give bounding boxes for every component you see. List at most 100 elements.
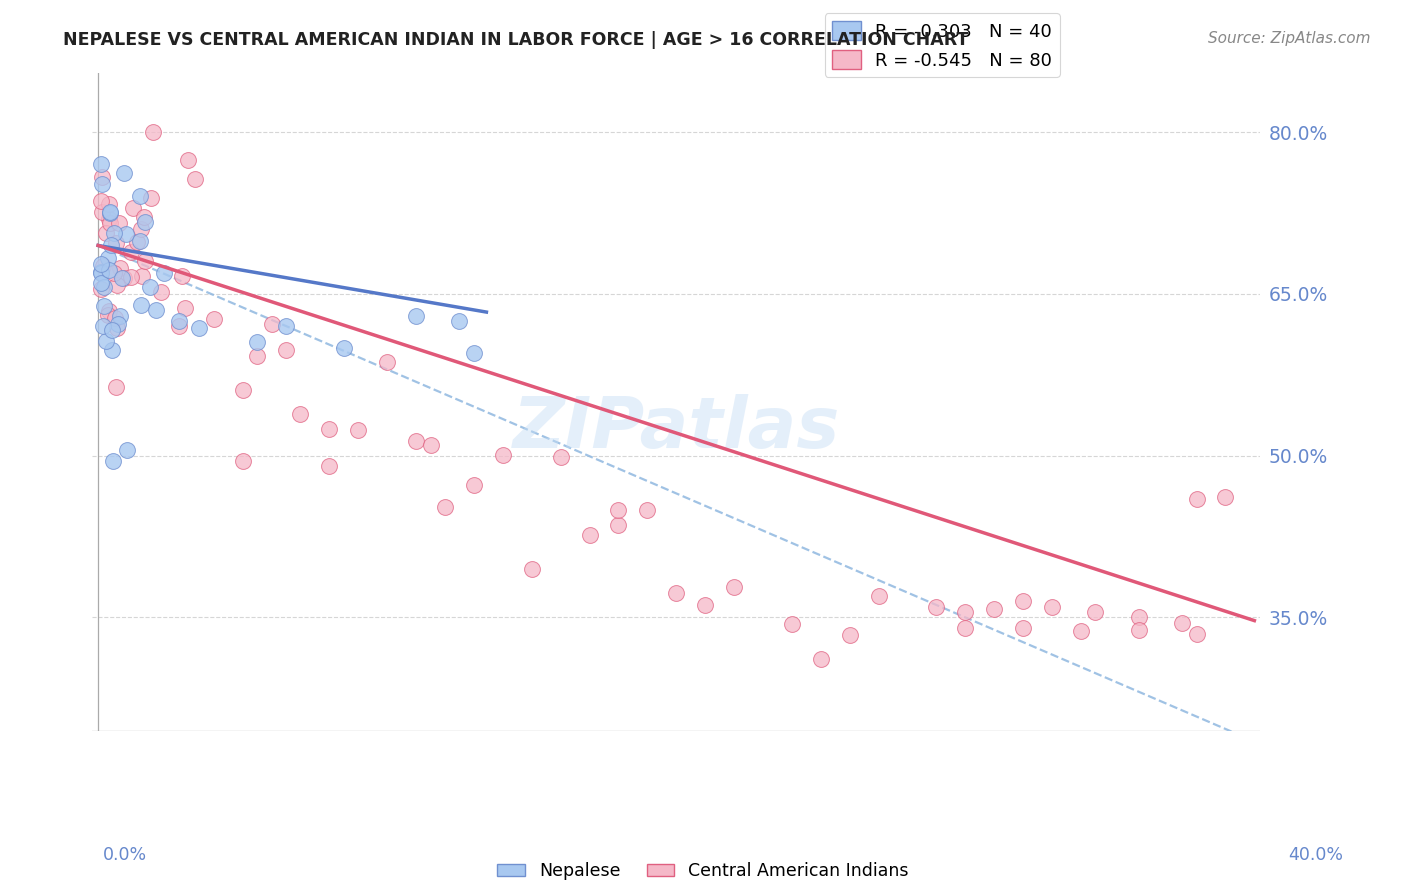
Point	[128, 189, 150, 203]
Point	[202, 311, 225, 326]
Point	[141, 191, 163, 205]
Point	[100, 343, 122, 357]
Point	[1128, 610, 1150, 624]
Point	[1128, 624, 1150, 638]
Point	[91, 177, 114, 191]
Point	[98, 205, 121, 219]
Point	[1171, 615, 1194, 630]
Point	[780, 617, 803, 632]
Point	[723, 580, 745, 594]
Point	[520, 562, 543, 576]
Point	[1070, 624, 1092, 639]
Point	[838, 628, 860, 642]
Point	[91, 205, 114, 219]
Point	[1185, 626, 1208, 640]
Point	[375, 355, 398, 369]
Point	[134, 215, 156, 229]
Point	[97, 211, 120, 226]
Point	[153, 266, 176, 280]
Point	[607, 518, 630, 533]
Point	[167, 319, 190, 334]
Point	[695, 598, 717, 612]
Point	[121, 201, 143, 215]
Point	[91, 169, 114, 184]
Point	[101, 454, 124, 468]
Point	[103, 266, 125, 280]
Point	[111, 270, 134, 285]
Point	[167, 314, 190, 328]
Point	[100, 238, 122, 252]
Point	[405, 434, 427, 449]
Point	[97, 251, 120, 265]
Point	[97, 309, 120, 323]
Point	[274, 343, 297, 357]
Point	[112, 166, 135, 180]
Point	[173, 301, 195, 316]
Point	[129, 222, 152, 236]
Point	[184, 172, 207, 186]
Point	[449, 314, 471, 328]
Point	[105, 278, 128, 293]
Point	[347, 423, 370, 437]
Point	[139, 280, 162, 294]
Point	[1012, 594, 1035, 608]
Text: ZIPatlas: ZIPatlas	[513, 393, 839, 463]
Point	[103, 226, 125, 240]
Point	[665, 586, 688, 600]
Point	[433, 500, 456, 514]
Point	[232, 454, 254, 468]
Point	[150, 285, 173, 299]
Point	[120, 245, 142, 260]
Point	[232, 384, 254, 398]
Point	[90, 266, 112, 280]
Point	[274, 319, 297, 334]
Point	[91, 319, 114, 334]
Point	[134, 254, 156, 268]
Text: NEPALESE VS CENTRAL AMERICAN INDIAN IN LABOR FORCE | AGE > 16 CORRELATION CHART: NEPALESE VS CENTRAL AMERICAN INDIAN IN L…	[63, 31, 969, 49]
Point	[98, 206, 121, 220]
Point	[810, 652, 832, 666]
Point	[550, 450, 572, 465]
Point	[98, 216, 121, 230]
Point	[177, 153, 200, 168]
Point	[107, 317, 129, 331]
Point	[97, 304, 120, 318]
Point	[90, 277, 112, 291]
Point	[134, 210, 156, 224]
Point	[131, 269, 153, 284]
Point	[188, 321, 211, 335]
Point	[578, 527, 600, 541]
Point	[246, 349, 269, 363]
Point	[1215, 490, 1237, 504]
Legend: Nepalese, Central American Indians: Nepalese, Central American Indians	[491, 855, 915, 887]
Point	[90, 157, 112, 171]
Point	[104, 310, 127, 325]
Point	[333, 341, 356, 355]
Point	[90, 282, 112, 296]
Point	[318, 459, 340, 474]
Point	[463, 346, 485, 360]
Point	[108, 216, 131, 230]
Point	[90, 257, 112, 271]
Point	[463, 478, 485, 492]
Point	[115, 227, 138, 242]
Point	[108, 260, 131, 275]
Point	[98, 197, 121, 211]
Point	[90, 265, 112, 279]
Point	[112, 271, 135, 285]
Point	[97, 262, 120, 277]
Point	[93, 299, 115, 313]
Point	[90, 194, 112, 208]
Point	[955, 605, 977, 619]
Point	[96, 334, 118, 348]
Point	[246, 335, 269, 350]
Point	[868, 589, 890, 603]
Point	[131, 298, 153, 312]
Point	[983, 601, 1005, 615]
Point	[419, 438, 441, 452]
Point	[120, 269, 142, 284]
Point	[636, 503, 658, 517]
Point	[115, 443, 138, 458]
Point	[94, 227, 117, 241]
Text: 0.0%: 0.0%	[103, 846, 146, 863]
